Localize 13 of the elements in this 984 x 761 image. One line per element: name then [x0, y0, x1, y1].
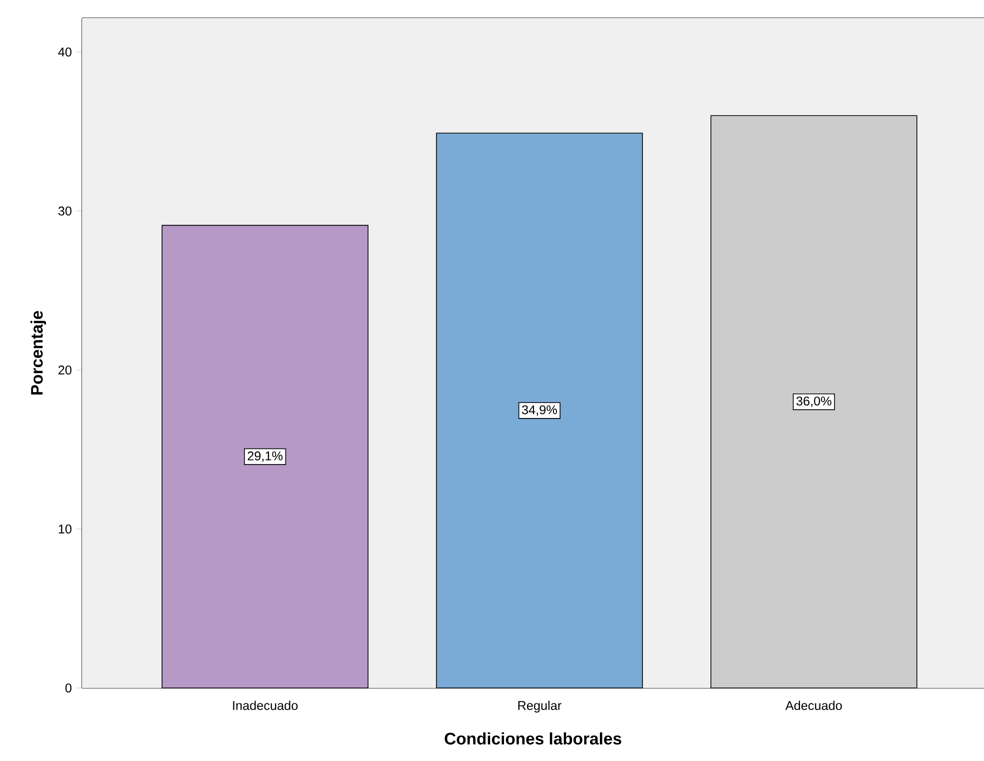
- data-label: 36,0%: [796, 396, 832, 408]
- data-label: 34,9%: [522, 405, 557, 416]
- x-tick-label: Regular: [518, 700, 562, 713]
- x-tick-label: Inadecuado: [233, 700, 298, 710]
- y-tick-label: 40: [58, 48, 72, 56]
- x-axis-title: Condiciones laborales: [444, 732, 622, 745]
- data-label: 29,1%: [248, 451, 283, 462]
- x-tick-label: Adecuado: [785, 700, 842, 710]
- y-tick-label: 30: [58, 206, 72, 216]
- y-tick-label: 0: [65, 684, 72, 692]
- y-tick-label: 10: [58, 524, 72, 534]
- y-axis-title: Porcentaje: [30, 310, 46, 394]
- y-tick-label: 20: [58, 366, 72, 374]
